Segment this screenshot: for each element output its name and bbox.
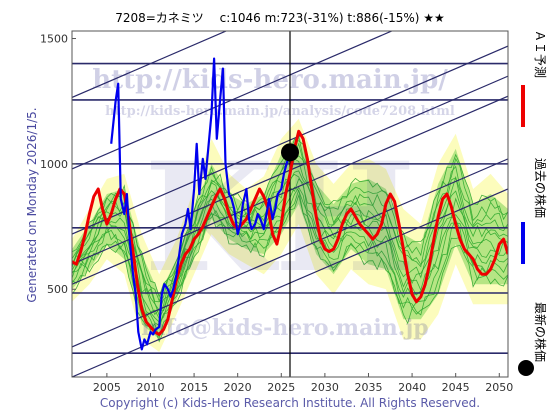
series-layer	[72, 57, 508, 351]
watermark-analysis-url: http://kids-hero.main.jp/analysis/code72…	[105, 104, 455, 119]
legend: ＡＩ予測 過去の株価 最新の株価	[518, 30, 548, 376]
watermark-layer: http://kids-hero.main.jp/ http://kids-he…	[92, 65, 455, 341]
watermark-logo: KH	[144, 130, 416, 306]
y-tick-label: 1500	[40, 33, 68, 46]
x-tick-label: 2025	[267, 381, 295, 394]
x-tick-label: 2045	[442, 381, 470, 394]
x-tick-label: 2050	[485, 381, 513, 394]
x-tick-label: 2040	[398, 381, 426, 394]
legend-label-past-price: 過去の株価	[533, 158, 548, 218]
series-line-past-price	[110, 57, 292, 351]
y-tick-label: 1000	[40, 158, 68, 171]
latest-price-marker	[281, 143, 299, 162]
x-tick-label: 2005	[93, 381, 121, 394]
legend-swatch-ai-forecast	[521, 85, 525, 127]
x-tick-label: 2035	[354, 381, 382, 394]
x-tick-label: 2015	[180, 381, 208, 394]
legend-marker-latest-price	[518, 360, 534, 376]
legend-label-latest-price: 最新の株価	[533, 302, 548, 362]
y-tick-label: 500	[47, 283, 68, 296]
copyright-footer: Copyright (c) Kids-Hero Research Institu…	[100, 396, 480, 410]
latest-price-layer	[281, 143, 299, 162]
x-tick-label: 2030	[311, 381, 339, 394]
generated-date-label: Generated on Monday 2026/1/5.	[25, 107, 39, 302]
watermark-url: http://kids-hero.main.jp/	[92, 65, 448, 95]
legend-swatch-past-price	[521, 222, 525, 264]
axis-ticks: 2005 2010 2015 2020 2025 2030 2035 2040 2045 2050…	[40, 33, 513, 394]
series-line-ai-forecast	[72, 129, 508, 336]
reference-lines	[72, 31, 508, 377]
watermark-email: info@kids-hero.main.jp	[141, 315, 428, 341]
plot-border	[71, 30, 509, 378]
trend-channel-line	[72, 31, 228, 98]
x-tick-label: 2010	[136, 381, 164, 394]
x-tick-label: 2020	[224, 381, 252, 394]
chart-title: 7208=カネミツ c:1046 m:723(-31%) t:886(-15%)…	[115, 11, 445, 25]
plot-frame	[71, 30, 509, 378]
legend-label-ai-forecast: ＡＩ予測	[533, 30, 547, 78]
